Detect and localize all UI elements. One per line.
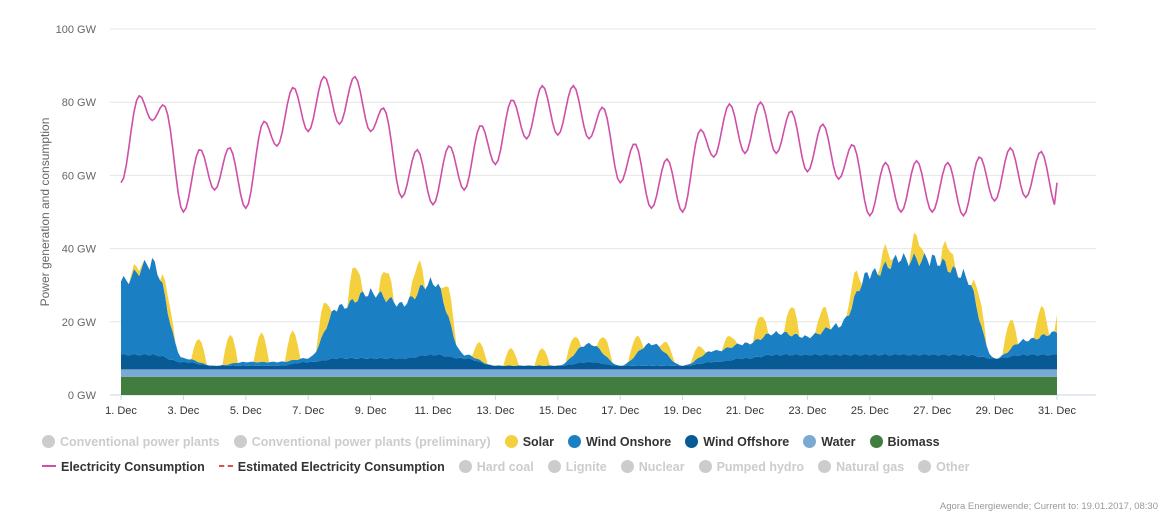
legend-label: Other <box>936 460 970 474</box>
legend-label: Conventional power plants <box>60 435 220 449</box>
legend-item-wind-onshore[interactable]: Wind Onshore <box>567 430 672 455</box>
legend-item-conventional-power-plants-preliminary[interactable]: Conventional power plants (preliminary) <box>233 430 491 455</box>
legend-item-water[interactable]: Water <box>803 430 856 455</box>
legend-label: Wind Offshore <box>703 435 790 449</box>
chart-legend: Conventional power plants Conventional po… <box>42 430 1122 480</box>
y-tick-label: 0 GW <box>68 390 97 402</box>
legend-item-estimated-electricity-consumption[interactable]: Estimated Electricity Consumption <box>218 455 445 480</box>
legend-marker-icon <box>698 460 712 473</box>
legend-label: Pumped hydro <box>716 460 805 474</box>
area-biomass[interactable] <box>121 376 1057 395</box>
x-tick-label: 29. Dec <box>976 405 1014 417</box>
legend-item-biomass[interactable]: Biomass <box>869 430 940 455</box>
legend-marker-icon <box>458 460 472 473</box>
legend-marker-icon <box>803 435 817 448</box>
legend-label: Biomass <box>887 435 940 449</box>
legend-marker-icon <box>547 460 561 473</box>
legend-marker-icon <box>218 465 233 467</box>
y-tick-label: 100 GW <box>56 24 97 36</box>
source-credit: Agora Energiewende; Current to: 19.01.20… <box>939 501 1158 512</box>
legend-label: Natural gas <box>836 460 905 474</box>
legend-marker-icon <box>233 435 247 448</box>
legend-item-other[interactable]: Other <box>918 455 970 480</box>
x-tick-label: 15. Dec <box>539 405 577 417</box>
x-tick-label: 25. Dec <box>851 405 889 417</box>
y-tick-label: 20 GW <box>62 317 97 329</box>
x-tick-label: 9. Dec <box>355 405 387 417</box>
legend-marker-icon <box>42 465 56 467</box>
x-tick-label: 13. Dec <box>476 405 514 417</box>
y-tick-label: 60 GW <box>62 170 97 182</box>
y-tick-label: 80 GW <box>62 97 97 109</box>
legend-label: Lignite <box>565 460 607 474</box>
legend-item-electricity-consumption[interactable]: Electricity Consumption <box>42 455 205 480</box>
legend-label: Hard coal <box>476 460 534 474</box>
legend-label: Conventional power plants (preliminary) <box>251 435 491 449</box>
legend-marker-icon <box>818 460 832 473</box>
area-water[interactable] <box>121 369 1057 377</box>
x-tick-label: 1. Dec <box>105 405 137 417</box>
x-tick-label: 27. Dec <box>913 405 951 417</box>
legend-item-hard-coal[interactable]: Hard coal <box>458 455 534 480</box>
legend-marker-icon <box>567 435 581 448</box>
y-axis-title: Power generation and consumption <box>38 118 52 307</box>
x-tick-label: 31. Dec <box>1038 405 1076 417</box>
x-tick-label: 5. Dec <box>230 405 262 417</box>
x-tick-label: 7. Dec <box>292 405 324 417</box>
x-tick-label: 19. Dec <box>664 405 702 417</box>
x-tick-label: 3. Dec <box>168 405 200 417</box>
chart-area: 0 GW 20 GW 40 GW 60 GW 80 GW 100 GW 1. Dec 3. … <box>38 24 1096 417</box>
legend-item-solar[interactable]: Solar <box>504 430 554 455</box>
legend-item-lignite[interactable]: Lignite <box>547 455 607 480</box>
legend-label: Water <box>821 435 856 449</box>
x-tick-label: 17. Dec <box>601 405 639 417</box>
legend-marker-icon <box>620 460 634 473</box>
x-tick-label: 11. Dec <box>414 405 452 417</box>
x-tick-label: 23. Dec <box>788 405 826 417</box>
legend-marker-icon <box>918 460 932 473</box>
legend-item-wind-offshore[interactable]: Wind Offshore <box>685 430 789 455</box>
area-wind-onshore[interactable] <box>121 253 1057 366</box>
legend-marker-icon <box>504 435 518 448</box>
legend-item-nuclear[interactable]: Nuclear <box>620 455 685 480</box>
legend-marker-icon <box>42 435 55 448</box>
legend-item-pumped-hydro[interactable]: Pumped hydro <box>698 455 805 480</box>
legend-marker-icon <box>869 435 883 448</box>
area-wind-offshore[interactable] <box>121 353 1057 370</box>
legend-label: Solar <box>522 435 554 449</box>
legend-label: Estimated Electricity Consumption <box>237 460 445 474</box>
legend-marker-icon <box>685 435 699 448</box>
y-tick-label: 40 GW <box>62 244 97 256</box>
legend-item-conventional-power-plants[interactable]: Conventional power plants <box>42 430 220 455</box>
legend-item-natural-gas[interactable]: Natural gas <box>818 455 904 480</box>
line-electricity-consumption[interactable] <box>120 75 1058 218</box>
legend-label: Nuclear <box>638 460 685 474</box>
legend-label: Wind Onshore <box>585 435 672 449</box>
legend-label: Electricity Consumption <box>61 460 205 474</box>
x-tick-label: 21. Dec <box>726 405 764 417</box>
